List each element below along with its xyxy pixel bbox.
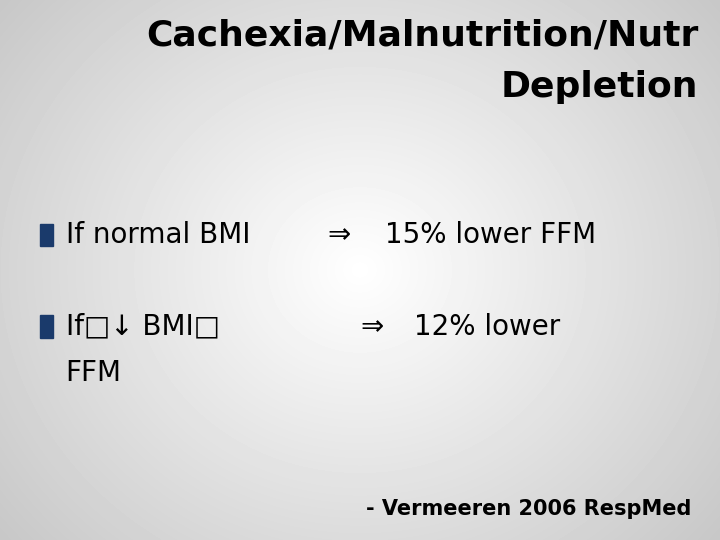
Text: ⇒: ⇒ (328, 221, 351, 249)
Bar (40, 315, 53, 338)
Bar (40, 224, 53, 246)
Text: FFM: FFM (66, 359, 122, 387)
Text: - Vermeeren 2006 RespMed: - Vermeeren 2006 RespMed (366, 500, 691, 519)
Text: Cachexia/Malnutrition/Nutr: Cachexia/Malnutrition/Nutr (146, 19, 698, 53)
Text: If□↓ BMI□: If□↓ BMI□ (66, 313, 220, 341)
Text: ⇒: ⇒ (360, 313, 383, 341)
Text: Depletion: Depletion (501, 70, 698, 104)
Text: 15% lower FFM: 15% lower FFM (385, 221, 596, 249)
Text: If normal BMI: If normal BMI (66, 221, 250, 249)
Text: 12% lower: 12% lower (414, 313, 560, 341)
